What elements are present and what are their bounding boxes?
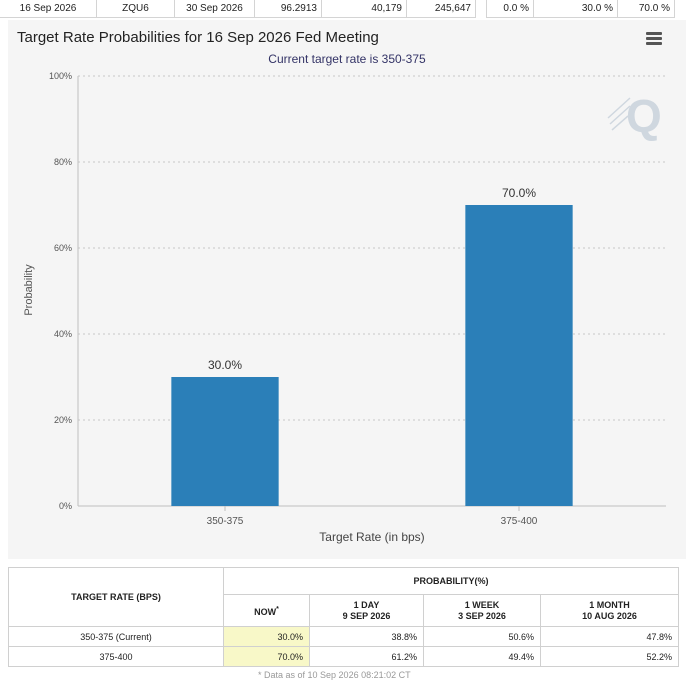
cell-now: 30.0% [223, 626, 310, 647]
row-expiry: 30 Sep 2026 [175, 0, 255, 18]
table-row: 375-400 70.0% 61.2% 49.4% 52.2% [8, 646, 679, 667]
svg-text:Q: Q [626, 90, 662, 142]
bar[interactable] [465, 205, 573, 506]
chart-panel: Target Rate Probabilities for 16 Sep 202… [8, 20, 686, 559]
col-1week-header: 1 WEEK 3 SEP 2026 [423, 594, 541, 627]
col-now-header: NOW* [223, 594, 310, 627]
x-tick-label: 375-400 [501, 516, 538, 527]
y-axis-title: Probability [23, 264, 35, 316]
table-row: 350-375 (Current) 30.0% 38.8% 50.6% 47.8… [8, 626, 679, 647]
probability-header: PROBABILITY(%) [223, 567, 679, 595]
q-logo-icon: Q [607, 90, 662, 142]
cell-1day: 61.2% [309, 646, 424, 667]
x-axis-title: Target Rate (in bps) [319, 530, 424, 544]
y-tick-label: 100% [49, 71, 72, 81]
row-volume: 40,179 [322, 0, 407, 18]
chart-subtitle: Current target rate is 350-375 [268, 52, 426, 66]
y-tick-label: 0% [59, 501, 72, 511]
col-1day-header: 1 DAY 9 SEP 2026 [309, 594, 424, 627]
y-tick-label: 20% [54, 415, 72, 425]
top-data-row: 16 Sep 2026 ZQU6 30 Sep 2026 96.2913 40,… [0, 0, 694, 19]
chart-title: Target Rate Probabilities for 16 Sep 202… [17, 29, 379, 46]
bar-data-label: 70.0% [502, 186, 536, 200]
x-tick-label: 350-375 [207, 516, 244, 527]
data-timestamp-note: * Data as of 10 Sep 2026 08:21:02 CT [258, 670, 411, 680]
y-tick-label: 60% [54, 243, 72, 253]
target-rate-header: TARGET RATE (BPS) [8, 567, 224, 627]
row-prob-a: 0.0 % [486, 0, 534, 18]
probability-table: TARGET RATE (BPS) PROBABILITY(%) NOW* 1 … [8, 567, 679, 667]
bar-chart: Q 0% 20% 40% 60% 80% 100% 350-375 375-400 30.0%… [23, 71, 666, 544]
row-contract: ZQU6 [97, 0, 175, 18]
col-1month-header: 1 MONTH 10 AUG 2026 [540, 594, 679, 627]
cell-1week: 50.6% [423, 626, 541, 647]
row-price: 96.2913 [255, 0, 322, 18]
bar-data-label: 30.0% [208, 358, 242, 372]
row-label: 350-375 (Current) [8, 626, 224, 647]
cell-now: 70.0% [223, 646, 310, 667]
cell-1month: 47.8% [540, 626, 679, 647]
y-tick-label: 80% [54, 157, 72, 167]
row-prob-b: 30.0 % [534, 0, 618, 18]
bar[interactable] [171, 377, 279, 506]
cell-1week: 49.4% [423, 646, 541, 667]
cell-1day: 38.8% [309, 626, 424, 647]
cell-1month: 52.2% [540, 646, 679, 667]
row-prob-c: 70.0 % [618, 0, 675, 18]
hamburger-menu-icon[interactable] [646, 32, 662, 46]
row-meeting-date: 16 Sep 2026 [0, 0, 97, 18]
row-open-interest: 245,647 [407, 0, 476, 18]
y-tick-label: 40% [54, 329, 72, 339]
row-label: 375-400 [8, 646, 224, 667]
